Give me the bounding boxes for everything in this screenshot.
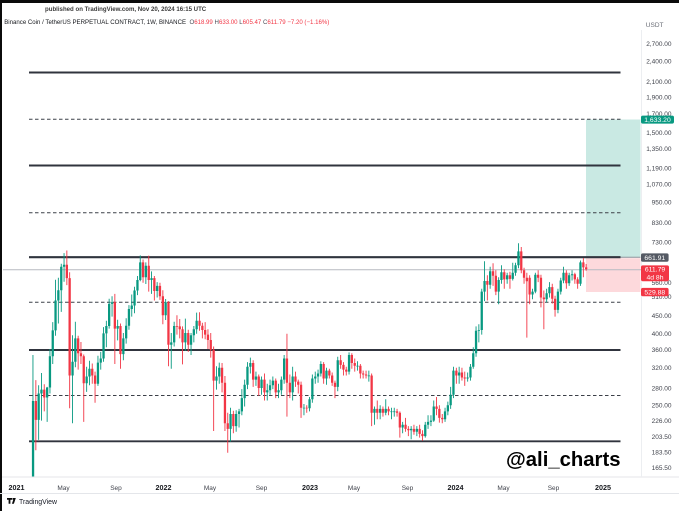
svg-text:1,190.00: 1,190.00 [646,165,672,172]
svg-text:529.88: 529.88 [644,290,665,297]
svg-text:Sep: Sep [256,485,268,492]
svg-text:1,633.20: 1,633.20 [644,117,671,124]
svg-text:280.00: 280.00 [652,385,672,392]
svg-text:2,100.00: 2,100.00 [646,79,672,86]
svg-text:May: May [204,485,217,492]
svg-text:320.00: 320.00 [652,365,672,372]
svg-text:400.00: 400.00 [652,331,672,338]
svg-text:May: May [348,485,361,492]
svg-text:Sep: Sep [402,485,414,492]
svg-text:USDT: USDT [646,22,664,29]
svg-text:1,350.00: 1,350.00 [646,146,672,153]
svg-text:203.50: 203.50 [652,434,672,441]
svg-text:165.50: 165.50 [652,465,672,472]
svg-text:611.79: 611.79 [645,267,666,274]
svg-text:May: May [497,485,510,492]
svg-text:2023: 2023 [302,483,318,492]
svg-text:950.00: 950.00 [652,200,672,207]
svg-text:226.00: 226.00 [652,418,672,425]
svg-text:1,500.00: 1,500.00 [646,130,672,137]
svg-text:830.00: 830.00 [652,220,672,227]
svg-text:1,900.00: 1,900.00 [646,94,672,101]
svg-text:1,070.00: 1,070.00 [646,182,672,189]
svg-text:Sep: Sep [110,485,122,492]
svg-text:510.00: 510.00 [652,294,672,301]
svg-text:May: May [57,485,70,492]
svg-text:2024: 2024 [448,483,464,492]
svg-text:4d 8h: 4d 8h [646,275,663,282]
svg-text:450.00: 450.00 [652,313,672,320]
svg-text:2025: 2025 [595,483,611,492]
svg-text:Sep: Sep [548,485,560,492]
svg-text:2021: 2021 [9,483,25,492]
svg-text:360.00: 360.00 [652,347,672,354]
svg-text:183.50: 183.50 [652,450,672,457]
svg-text:2,400.00: 2,400.00 [646,59,672,66]
svg-text:560.00: 560.00 [652,280,672,287]
svg-text:2,700.00: 2,700.00 [646,41,672,48]
svg-text:730.00: 730.00 [652,240,672,247]
svg-text:661.91: 661.91 [644,255,665,262]
svg-text:2022: 2022 [156,483,172,492]
svg-text:1,700.00: 1,700.00 [646,111,672,118]
svg-text:250.00: 250.00 [652,403,672,410]
